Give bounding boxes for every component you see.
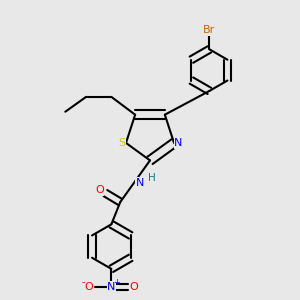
Text: N: N	[135, 178, 144, 188]
Text: O: O	[85, 282, 93, 292]
Text: S: S	[118, 138, 125, 148]
Text: +: +	[113, 278, 120, 287]
Text: -: -	[82, 277, 85, 287]
Text: H: H	[148, 173, 155, 183]
Text: Br: Br	[203, 25, 216, 35]
Text: N: N	[107, 282, 116, 292]
Text: N: N	[174, 138, 183, 148]
Text: O: O	[129, 282, 138, 292]
Text: O: O	[95, 185, 104, 195]
